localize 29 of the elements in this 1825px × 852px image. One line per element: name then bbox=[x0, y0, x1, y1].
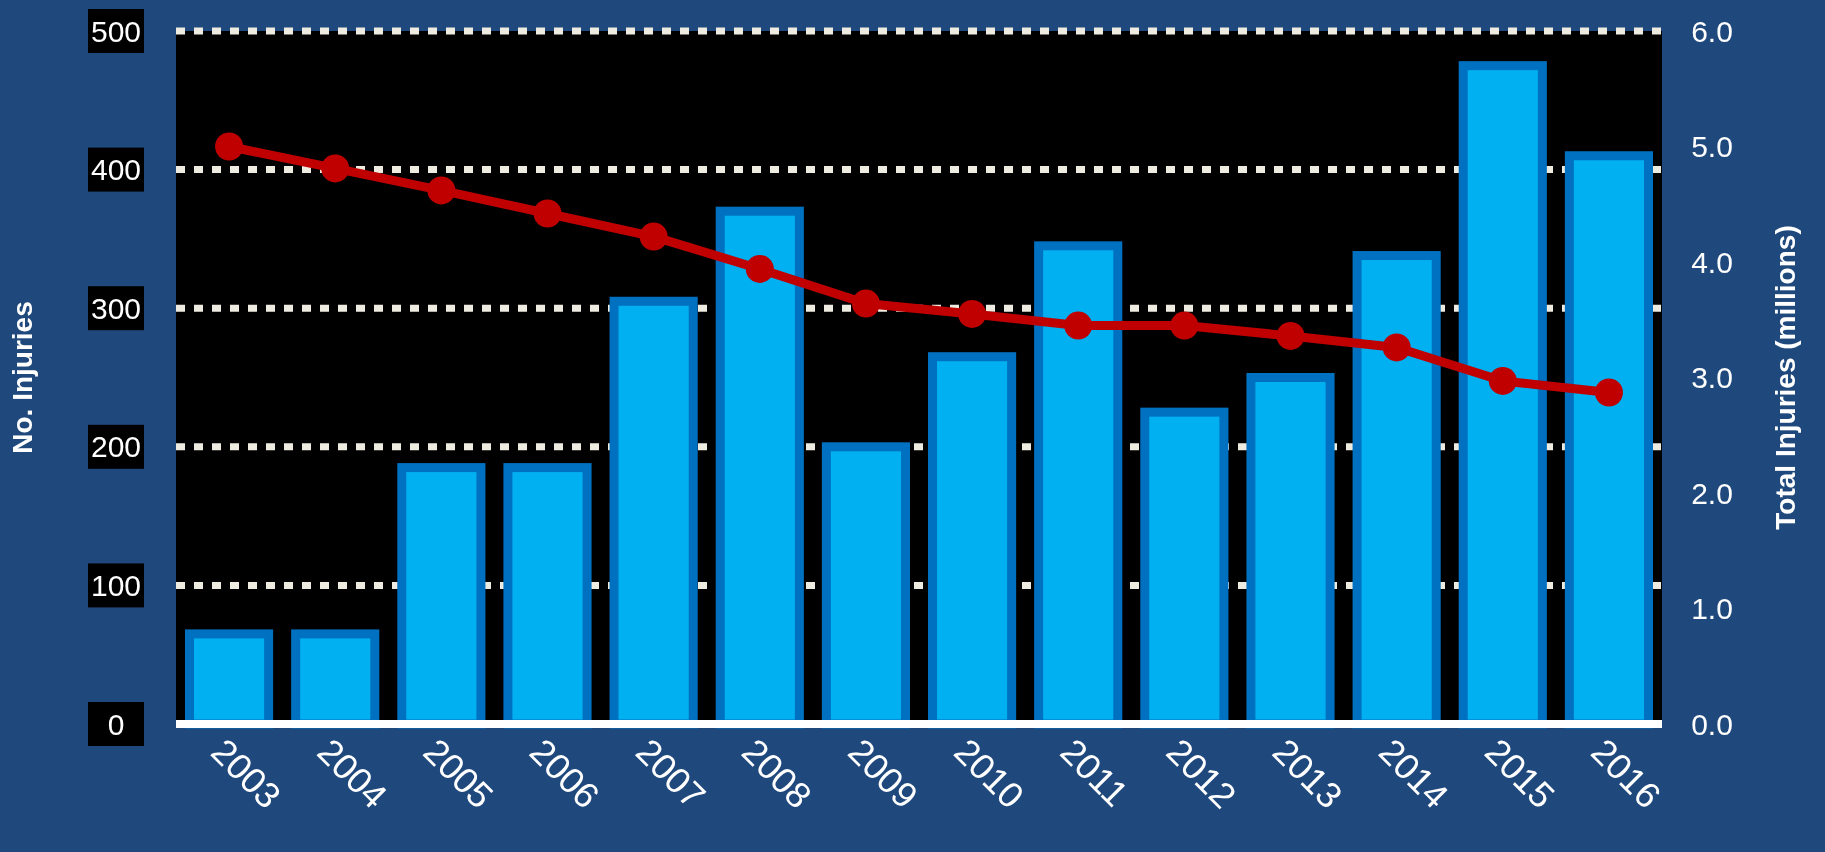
point bbox=[533, 199, 562, 228]
y-tick-label: 100 bbox=[90, 568, 142, 602]
point bbox=[1382, 333, 1411, 362]
point bbox=[215, 132, 244, 161]
point bbox=[745, 254, 774, 283]
y-tick-label: 300 bbox=[90, 291, 142, 325]
y-tick-label: 500 bbox=[90, 14, 142, 48]
y2-tick-label: 0.0 bbox=[1691, 707, 1733, 741]
point bbox=[1594, 378, 1623, 407]
y-axis-title: No. Injuries bbox=[7, 301, 38, 454]
point bbox=[1170, 311, 1199, 340]
y2-tick-label: 6.0 bbox=[1691, 14, 1733, 48]
point bbox=[639, 222, 668, 251]
y2-tick-label: 1.0 bbox=[1691, 592, 1733, 625]
y2-tick-label: 3.0 bbox=[1691, 361, 1733, 394]
point bbox=[1488, 366, 1517, 395]
point bbox=[1064, 311, 1093, 340]
y2-tick-label: 5.0 bbox=[1691, 130, 1733, 163]
point bbox=[321, 154, 350, 183]
point bbox=[427, 176, 456, 205]
y-tick-label: 200 bbox=[90, 430, 142, 464]
y-tick-label: 0 bbox=[107, 707, 125, 741]
y2-axis-title: Total Injuries (millions) bbox=[1770, 225, 1801, 530]
point bbox=[1276, 321, 1305, 350]
y2-tick-label: 4.0 bbox=[1691, 245, 1733, 279]
y2-tick-label: 2.0 bbox=[1691, 476, 1733, 510]
y-tick-label: 400 bbox=[90, 153, 142, 187]
point bbox=[958, 299, 987, 328]
point bbox=[851, 289, 880, 318]
